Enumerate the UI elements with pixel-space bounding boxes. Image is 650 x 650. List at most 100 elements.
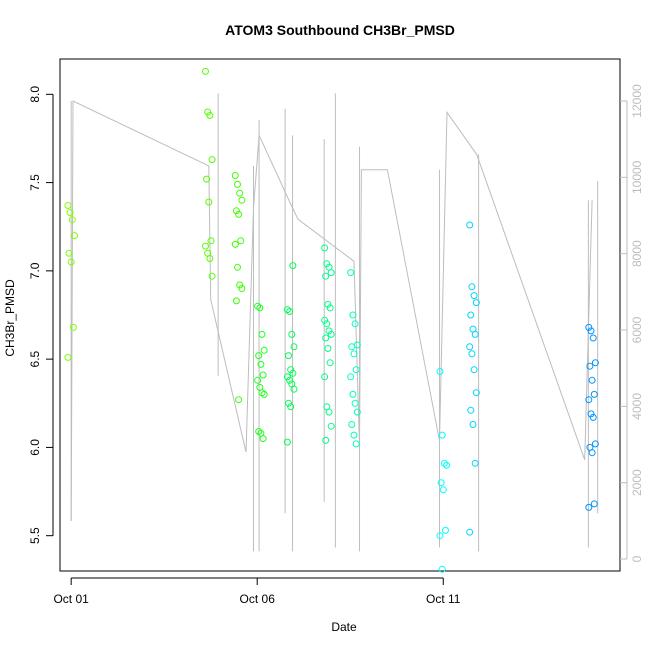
data-point [323,320,331,328]
data-point [283,438,291,446]
data-point [288,330,296,338]
point-cluster-4 [283,262,298,446]
y-tick-label: 5.5 [28,527,42,544]
plot-frame [59,58,621,572]
data-point [283,306,291,314]
data-point [591,440,599,448]
data-point [208,156,216,164]
y2-tick-label: 8000 [630,240,644,267]
y2-tick-label: 12000 [630,84,644,118]
y-tick-label: 6.5 [28,350,42,367]
data-point [350,350,358,358]
data-point [321,373,329,381]
data-point [206,112,214,119]
data-point [323,260,331,268]
data-point [207,237,215,245]
data-point [204,108,212,116]
data-point [202,242,209,250]
data-point [325,408,333,416]
data-point [258,389,266,397]
data-point [234,180,241,188]
data-point [439,486,447,494]
data-point [67,258,75,266]
data-point [257,360,265,368]
data-point [236,281,244,289]
data-point [324,345,332,352]
data-point [588,376,596,384]
x-axis-label: Date [331,620,357,634]
data-point [235,210,243,218]
data-point [466,221,474,229]
data-point [206,255,214,262]
data-point [321,316,329,324]
x-axis: Oct 01 Oct 06 Oct 11 [53,577,461,606]
y-axis: 5.5 6.0 6.5 7.0 7.5 8.0 [28,86,54,544]
data-point [324,300,332,308]
y2-tick-label: 2000 [630,469,644,496]
data-point [585,323,593,331]
point-cluster-0 [64,202,78,361]
data-point [327,422,335,430]
data-point [349,390,357,398]
data-point [65,249,73,257]
data-point [64,202,72,209]
data-point [351,399,359,407]
data-point [587,410,595,418]
data-point [236,189,244,197]
data-point [347,269,355,277]
data-point [258,330,266,338]
data-point [255,352,263,360]
data-point [588,449,596,457]
data-point [352,366,360,374]
data-point [350,431,358,439]
data-point [348,343,356,351]
data-point [68,216,76,224]
y2-tick-label: 10000 [630,160,644,194]
y-tick-label: 8.0 [28,86,42,103]
data-point [467,406,475,414]
data-point [466,528,474,536]
point-cluster-2 [231,172,246,404]
data-point [285,352,292,360]
data-point [467,311,475,319]
data-point [254,302,262,310]
data-point [286,308,294,315]
data-point [353,408,361,416]
data-point [585,396,593,404]
data-point [287,403,295,411]
data-point [590,500,598,508]
data-point [203,175,211,183]
data-point [260,346,268,354]
data-point [289,262,297,270]
data-point [235,396,243,404]
data-point [349,311,357,319]
data-point [64,353,72,361]
data-point [587,327,595,335]
data-point [66,209,74,217]
point-cluster-5 [321,244,335,444]
data-point [259,371,267,379]
data-point [232,297,240,305]
data-point [322,272,330,280]
data-point [326,359,334,367]
point-cluster-8 [466,221,480,536]
data-point [468,283,476,291]
y-tick-label: 7.5 [28,174,42,191]
data-point [437,479,445,487]
data-point [591,359,599,367]
data-point [238,196,246,204]
data-point [348,421,356,428]
data-point [289,369,297,377]
data-point [347,373,355,381]
x-tick-label: Oct 11 [426,592,461,606]
data-point [590,390,598,398]
data-point [589,413,597,421]
data-point [468,350,476,358]
data-point [442,526,449,534]
data-point [466,343,474,351]
data-point [443,461,451,469]
data-point [256,304,264,312]
x-tick-label: Oct 06 [240,592,276,606]
data-point [438,431,446,439]
data-point [351,320,359,328]
